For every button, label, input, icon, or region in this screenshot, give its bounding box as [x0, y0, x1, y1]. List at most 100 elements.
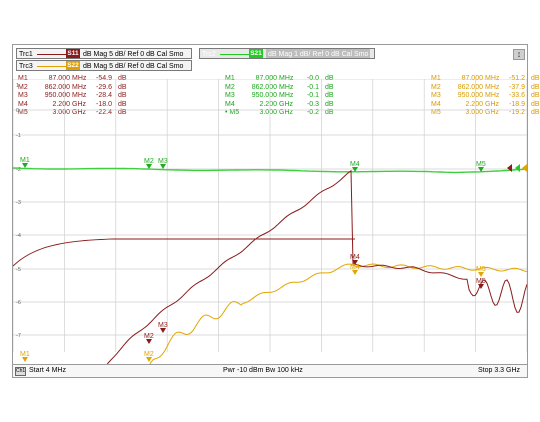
- marker-value: -0.0: [306, 75, 319, 82]
- marker-frequency: 3.000: [465, 109, 483, 116]
- marker-unit: MHz: [485, 83, 500, 91]
- marker-value-unit: dB: [118, 83, 127, 91]
- trace-position-arrow: [522, 164, 527, 172]
- plot-marker-label: M3: [158, 322, 168, 329]
- marker-name: • M5: [225, 109, 240, 116]
- plot-marker-label: M4: [350, 264, 360, 271]
- trace-line-swatch: [37, 54, 75, 55]
- trace-label-trc1[interactable]: Trc1 S11 dB Mag 5 dB/ Ref 0 dB Cal Smo: [16, 48, 192, 59]
- trace-s21-line: [13, 167, 526, 174]
- trace-label-trc2[interactable]: Trc2 S21 dB Mag 1 dB/ Ref 0 dB Cal Smo: [199, 48, 375, 59]
- marker-value: -54.9: [96, 75, 112, 82]
- marker-name: M4: [18, 100, 28, 108]
- trace-settings: dB Mag 5 dB/ Ref 0 dB Cal Smo: [83, 63, 184, 70]
- trace-s22-line: [148, 263, 527, 366]
- marker-name: M5: [18, 109, 28, 116]
- plot-marker: M2: [144, 333, 154, 344]
- plot-marker-label: M5: [476, 161, 486, 168]
- marker-unit: MHz: [72, 92, 87, 99]
- plot-marker: M4: [350, 264, 360, 275]
- plot-markers: M1 M2 M3 M4 M5 M2 M3 M4 M5 M1 M2 M4 M5: [20, 157, 527, 362]
- y-tick-label: -1: [16, 133, 21, 139]
- trace-param-badge: S22: [66, 61, 80, 70]
- plot-grid: [13, 79, 527, 352]
- plot-marker-label: M2: [144, 333, 154, 340]
- marker-unit: MHz: [485, 92, 500, 99]
- marker-value: -18.9: [509, 100, 525, 108]
- plot-marker: M2: [144, 351, 154, 362]
- plot-marker: M4: [350, 254, 360, 265]
- trace-name: Trc2: [202, 51, 216, 58]
- marker-frequency: 862.000: [44, 83, 70, 91]
- y-tick-label: -7: [16, 333, 21, 339]
- marker-toggle-button[interactable]: ↕: [513, 49, 525, 60]
- y-tick-label: -4: [16, 233, 21, 239]
- marker-frequency: 2.200: [52, 100, 70, 108]
- plot-marker: M2: [144, 158, 154, 169]
- marker-name: M4: [225, 100, 235, 108]
- stop-frequency[interactable]: Stop 3.3 GHz: [478, 367, 521, 374]
- plot-marker: M1: [20, 351, 30, 362]
- marker-value-unit: dB: [325, 109, 334, 116]
- vna-diagram-window: Trc1 S11 dB Mag 5 dB/ Ref 0 dB Cal Smo T…: [12, 44, 540, 378]
- trace-name: Trc3: [19, 63, 33, 70]
- marker-value: -0.1: [306, 92, 319, 99]
- marker-name: M3: [431, 92, 441, 99]
- trace-param-badge: S21: [249, 49, 263, 58]
- plot-marker-label: M5: [476, 266, 486, 273]
- marker-frequency: 862.000: [251, 83, 277, 91]
- marker-value: -0.1: [306, 83, 319, 91]
- channel-status-bar: Ch1 Start 4 MHz Pwr -10 dBm Bw 100 kHz S…: [13, 364, 527, 377]
- plot-marker: M5: [476, 161, 486, 172]
- marker-value-unit: dB: [118, 109, 127, 116]
- marker-name: M2: [431, 83, 441, 91]
- marker-name: M2: [225, 83, 235, 91]
- trace-s11-line: [104, 169, 527, 366]
- marker-frequency: 87.000: [461, 75, 483, 82]
- marker-value-unit: dB: [531, 100, 540, 108]
- marker-value-unit: dB: [118, 100, 127, 108]
- marker-frequency: 862.000: [457, 83, 483, 91]
- marker-unit: GHz: [279, 100, 293, 108]
- marker-frequency: 2.200: [465, 100, 483, 108]
- marker-name: M1: [18, 75, 28, 82]
- start-frequency[interactable]: Start 4 MHz: [29, 367, 66, 374]
- marker-frequency: 950.000: [457, 92, 483, 99]
- marker-value-unit: dB: [118, 75, 127, 82]
- marker-unit: GHz: [279, 109, 293, 116]
- marker-unit: MHz: [279, 75, 294, 82]
- marker-unit: MHz: [72, 83, 87, 91]
- marker-value-unit: dB: [325, 100, 334, 108]
- marker-name: M5: [431, 109, 441, 116]
- channel-indicator[interactable]: Ch1: [15, 367, 26, 376]
- plot-marker-label: M1: [20, 157, 30, 164]
- plot-marker-label: M3: [158, 158, 168, 165]
- marker-value-unit: dB: [325, 92, 334, 99]
- y-tick-label: 0: [16, 108, 19, 114]
- plot-marker: M3: [158, 322, 168, 333]
- plot-marker-label: M4: [350, 161, 360, 168]
- marker-name: M2: [18, 83, 28, 91]
- marker-unit: MHz: [279, 92, 294, 99]
- marker-frequency: 87.000: [48, 75, 70, 82]
- trace-reference-line: [13, 238, 355, 267]
- marker-value-unit: dB: [325, 75, 334, 82]
- marker-unit: GHz: [485, 100, 499, 108]
- y-tick-label: -5: [16, 267, 21, 273]
- marker-frequency: 2.200: [259, 100, 277, 108]
- plot-marker-label: M2: [144, 158, 154, 165]
- y-tick-label: 1: [16, 83, 19, 89]
- marker-unit: MHz: [485, 75, 500, 82]
- plot-marker: M3: [158, 158, 168, 169]
- plot-marker-label: M2: [144, 351, 154, 358]
- marker-name: M1: [431, 75, 441, 82]
- trace-label-trc3[interactable]: Trc3 S22 dB Mag 5 dB/ Ref 0 dB Cal Smo: [16, 60, 192, 71]
- marker-value-unit: dB: [325, 83, 334, 91]
- plot-marker: M5: [476, 278, 486, 289]
- trace-settings: dB Mag 1 dB/ Ref 0 dB Cal Smo: [266, 49, 371, 58]
- marker-name: M3: [225, 92, 235, 99]
- trace-position-arrow: [507, 164, 512, 172]
- power-bandwidth[interactable]: Pwr -10 dBm Bw 100 kHz: [223, 367, 303, 374]
- plot-marker-label: M4: [350, 254, 360, 261]
